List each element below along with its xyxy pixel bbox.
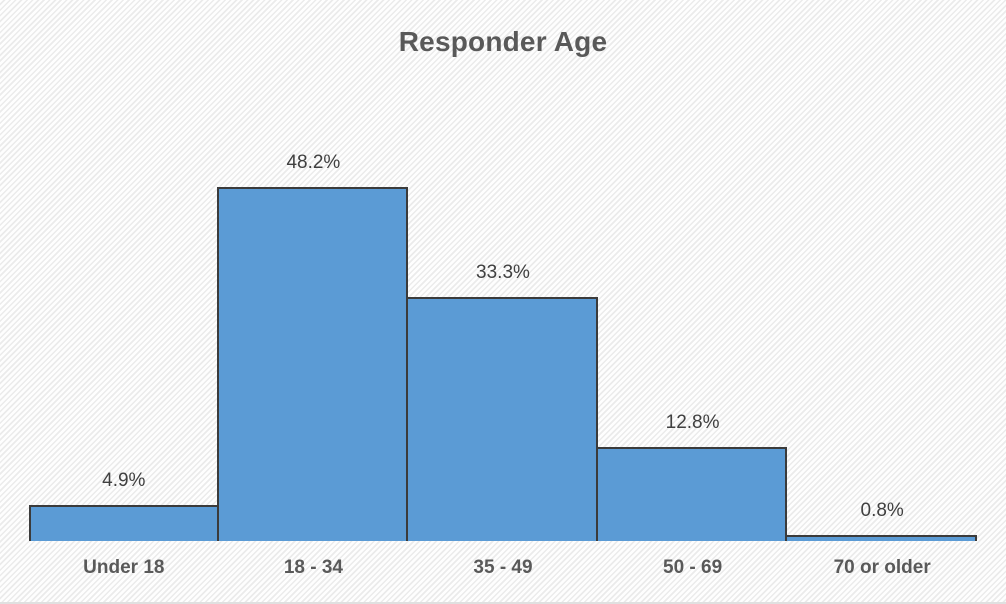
bar-group: 33.3% [406,100,598,541]
chart-title: Responder Age [398,26,608,57]
bar [216,187,409,541]
value-label: 33.3% [476,262,530,283]
bar [406,297,598,541]
category-label: 50 - 69 [663,557,723,578]
bar-group: 12.8% [595,100,788,541]
bar [785,535,977,541]
bar-group: 4.9% [29,100,219,541]
value-label: 48.2% [286,152,341,173]
category-label: Under 18 [83,557,165,578]
value-label: 0.8% [860,500,904,521]
category-label: 18 - 34 [283,557,343,578]
bar [595,447,788,541]
bar-group: 0.8% [785,100,977,541]
value-label: 4.9% [102,470,146,491]
category-label: 35 - 49 [473,557,533,578]
plot-area: 4.9% 48.2% 33.3% 12.8% 0.8% [29,100,977,541]
value-label: 12.8% [665,412,720,433]
bar-group: 48.2% [216,100,409,541]
bar [29,505,219,541]
category-axis: Under 18 18 - 34 35 - 49 50 - 69 70 or older [29,557,977,579]
category-label: 70 or older [833,557,931,578]
